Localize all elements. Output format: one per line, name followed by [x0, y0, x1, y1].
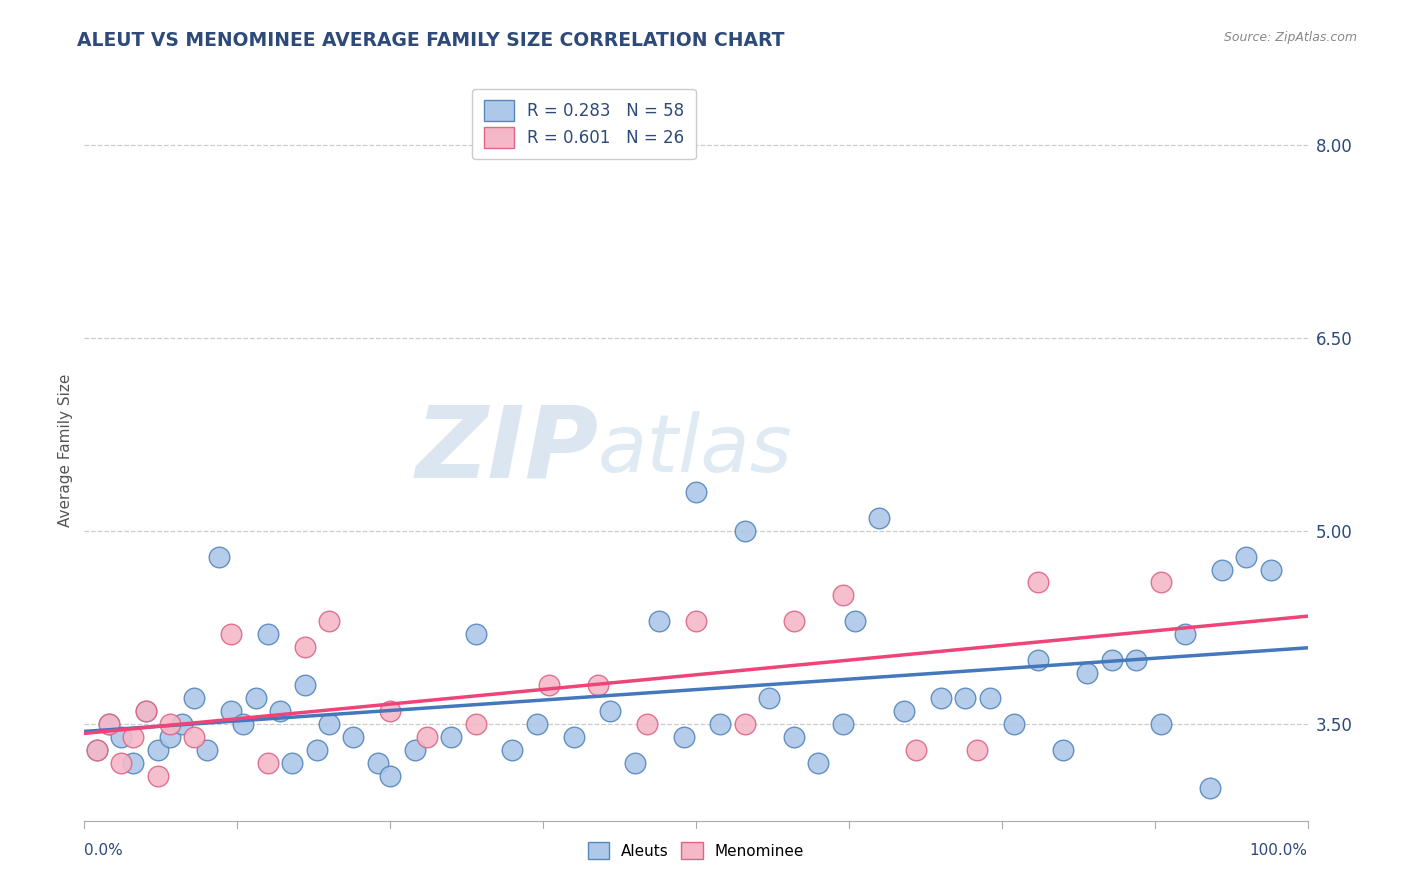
- Point: [146, 743, 169, 757]
- Point: [893, 704, 915, 718]
- Point: [135, 704, 157, 718]
- Point: [734, 717, 756, 731]
- Point: [1211, 563, 1233, 577]
- Point: [294, 678, 316, 692]
- Point: [1028, 653, 1050, 667]
- Point: [257, 756, 280, 770]
- Point: [219, 627, 242, 641]
- Point: [159, 717, 181, 731]
- Point: [281, 756, 304, 770]
- Y-axis label: Average Family Size: Average Family Size: [58, 374, 73, 527]
- Point: [86, 743, 108, 757]
- Point: [404, 743, 426, 757]
- Point: [367, 756, 389, 770]
- Legend: Aleuts, Menominee: Aleuts, Menominee: [582, 836, 810, 865]
- Point: [97, 717, 120, 731]
- Point: [624, 756, 647, 770]
- Point: [380, 704, 402, 718]
- Point: [709, 717, 731, 731]
- Point: [562, 730, 585, 744]
- Point: [599, 704, 621, 718]
- Point: [1076, 665, 1098, 680]
- Text: atlas: atlas: [598, 411, 793, 490]
- Point: [538, 678, 561, 692]
- Point: [1260, 563, 1282, 577]
- Point: [110, 730, 132, 744]
- Point: [269, 704, 291, 718]
- Point: [257, 627, 280, 641]
- Point: [929, 691, 952, 706]
- Point: [146, 768, 169, 782]
- Point: [232, 717, 254, 731]
- Text: 100.0%: 100.0%: [1250, 843, 1308, 858]
- Point: [831, 717, 853, 731]
- Point: [844, 614, 866, 628]
- Point: [1236, 549, 1258, 564]
- Point: [1101, 653, 1123, 667]
- Point: [172, 717, 194, 731]
- Text: ALEUT VS MENOMINEE AVERAGE FAMILY SIZE CORRELATION CHART: ALEUT VS MENOMINEE AVERAGE FAMILY SIZE C…: [77, 31, 785, 50]
- Point: [685, 614, 707, 628]
- Point: [648, 614, 671, 628]
- Point: [869, 511, 891, 525]
- Point: [219, 704, 242, 718]
- Point: [183, 691, 205, 706]
- Point: [159, 730, 181, 744]
- Point: [1052, 743, 1074, 757]
- Point: [245, 691, 267, 706]
- Point: [464, 627, 486, 641]
- Point: [305, 743, 328, 757]
- Point: [318, 614, 340, 628]
- Point: [1174, 627, 1197, 641]
- Point: [783, 614, 806, 628]
- Point: [685, 485, 707, 500]
- Point: [122, 756, 145, 770]
- Point: [672, 730, 695, 744]
- Point: [464, 717, 486, 731]
- Point: [342, 730, 364, 744]
- Point: [1198, 781, 1220, 796]
- Point: [110, 756, 132, 770]
- Point: [1028, 575, 1050, 590]
- Point: [1150, 717, 1173, 731]
- Point: [195, 743, 218, 757]
- Point: [122, 730, 145, 744]
- Point: [1150, 575, 1173, 590]
- Point: [97, 717, 120, 731]
- Point: [966, 743, 988, 757]
- Point: [440, 730, 463, 744]
- Point: [734, 524, 756, 538]
- Point: [905, 743, 928, 757]
- Point: [979, 691, 1001, 706]
- Point: [831, 588, 853, 602]
- Point: [758, 691, 780, 706]
- Point: [586, 678, 609, 692]
- Point: [953, 691, 976, 706]
- Point: [183, 730, 205, 744]
- Point: [783, 730, 806, 744]
- Point: [526, 717, 548, 731]
- Point: [294, 640, 316, 654]
- Text: 0.0%: 0.0%: [84, 843, 124, 858]
- Point: [807, 756, 830, 770]
- Text: ZIP: ZIP: [415, 402, 598, 499]
- Point: [1125, 653, 1147, 667]
- Point: [135, 704, 157, 718]
- Point: [208, 549, 231, 564]
- Text: Source: ZipAtlas.com: Source: ZipAtlas.com: [1223, 31, 1357, 45]
- Point: [416, 730, 439, 744]
- Point: [380, 768, 402, 782]
- Point: [1002, 717, 1025, 731]
- Point: [86, 743, 108, 757]
- Point: [502, 743, 524, 757]
- Point: [318, 717, 340, 731]
- Point: [636, 717, 658, 731]
